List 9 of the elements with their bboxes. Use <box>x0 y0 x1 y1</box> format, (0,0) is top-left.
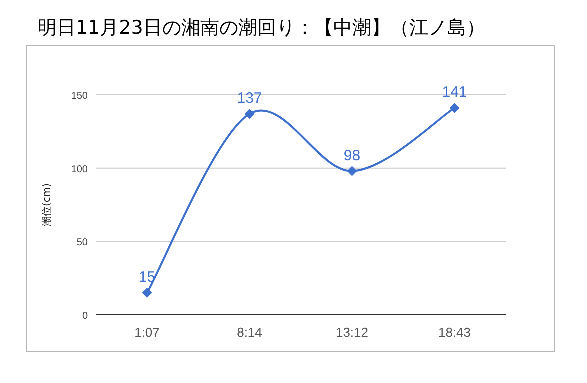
x-tick-label: 1:07 <box>134 325 160 340</box>
data-label: 98 <box>344 147 361 164</box>
data-label: 137 <box>237 90 262 108</box>
data-label: 141 <box>442 84 468 102</box>
x-tick-label: 8:14 <box>237 325 262 340</box>
x-tick-label: 18:43 <box>438 325 472 340</box>
chart-title: 明日11月23日の湘南の潮回り：【中潮】（江ノ島） <box>38 17 486 39</box>
y-axis-title: 潮位(cm) <box>41 183 53 227</box>
x-tick-label: 13:12 <box>336 325 369 340</box>
